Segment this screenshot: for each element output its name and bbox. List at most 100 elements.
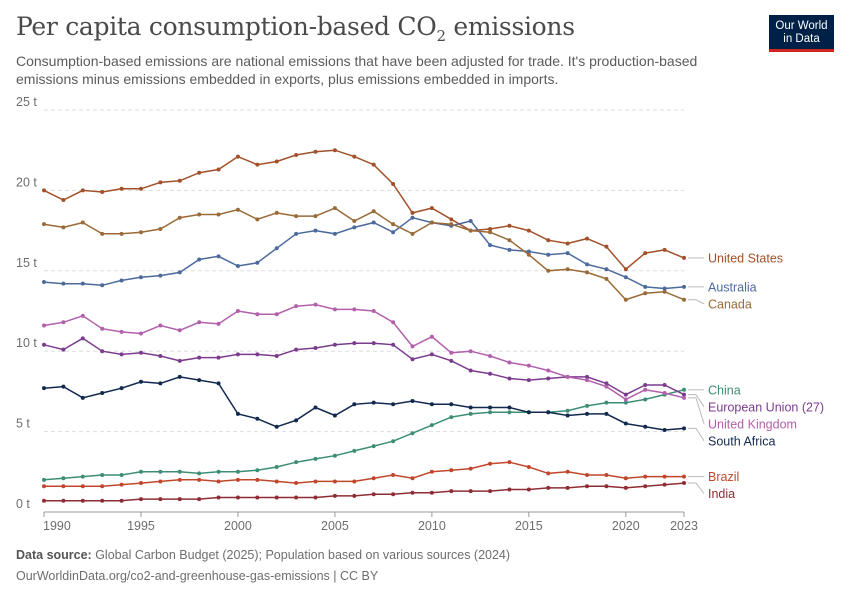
- data-point-united-states: [604, 244, 609, 249]
- data-point-european-union-27: [643, 382, 648, 387]
- data-point-south-africa: [61, 384, 66, 389]
- chart-subtitle: Consumption-based emissions are national…: [16, 53, 698, 87]
- data-point-european-union-27: [313, 345, 318, 350]
- data-point-india: [468, 489, 473, 494]
- data-point-united-states: [391, 181, 396, 186]
- data-point-south-africa: [604, 411, 609, 416]
- data-point-china: [255, 468, 260, 473]
- data-point-india: [546, 485, 551, 490]
- data-point-european-union-27: [546, 376, 551, 381]
- data-point-united-kingdom: [274, 312, 279, 317]
- data-point-south-africa: [294, 418, 299, 423]
- data-point-south-africa: [119, 386, 124, 391]
- label-connector: [688, 299, 705, 305]
- data-point-brazil: [468, 466, 473, 471]
- data-point-united-kingdom: [80, 313, 85, 318]
- data-point-china: [313, 456, 318, 461]
- data-point-united-states: [158, 180, 163, 185]
- data-point-china: [507, 410, 512, 415]
- data-point-united-kingdom: [313, 302, 318, 307]
- data-point-india: [138, 497, 143, 502]
- owid-logo[interactable]: Our World in Data: [769, 15, 834, 52]
- data-point-australia: [526, 249, 531, 254]
- data-point-united-states: [80, 188, 85, 193]
- data-point-australia: [332, 231, 337, 236]
- data-point-canada: [255, 217, 260, 222]
- data-point-united-states: [623, 267, 628, 272]
- data-point-european-union-27: [429, 352, 434, 357]
- data-point-united-kingdom: [255, 312, 260, 317]
- data-point-south-africa: [662, 427, 667, 432]
- data-point-united-states: [585, 236, 590, 241]
- data-point-canada: [468, 228, 473, 233]
- data-point-brazil: [429, 469, 434, 474]
- data-point-south-africa: [371, 400, 376, 405]
- data-point-european-union-27: [235, 352, 240, 357]
- line-chart: 0 t 5 t 10 t 15 t 20 t 25 t 1990 1995 2000 2005 20…: [16, 95, 824, 530]
- data-point-india: [294, 495, 299, 500]
- data-point-india: [42, 498, 46, 503]
- data-point-brazil: [410, 476, 415, 481]
- data-point-china: [391, 439, 396, 444]
- x-tick-label: 2000: [224, 519, 252, 530]
- data-point-brazil: [585, 473, 590, 478]
- data-point-united-states: [507, 223, 512, 228]
- data-point-south-africa: [585, 411, 590, 416]
- data-point-united-kingdom: [42, 323, 46, 328]
- data-point-united-kingdom: [468, 349, 473, 354]
- data-point-china: [565, 408, 570, 413]
- label-connector: [688, 427, 705, 442]
- data-point-south-africa: [313, 405, 318, 410]
- y-tick-label: 15 t: [16, 256, 37, 270]
- data-point-china: [119, 473, 124, 478]
- data-point-european-union-27: [488, 371, 493, 376]
- y-tick-label: 0 t: [16, 497, 30, 511]
- data-point-china: [100, 473, 105, 478]
- data-point-united-kingdom: [158, 323, 163, 328]
- series-line-south-africa: [43, 376, 685, 431]
- source-url[interactable]: OurWorldinData.org/co2-and-greenhouse-ga…: [16, 569, 379, 583]
- data-point-canada: [177, 215, 182, 220]
- data-point-united-states: [526, 228, 531, 233]
- data-point-brazil: [216, 479, 221, 484]
- data-point-united-kingdom: [585, 378, 590, 383]
- series-label-united-kingdom: United Kingdom: [708, 417, 797, 431]
- data-point-united-kingdom: [565, 374, 570, 379]
- data-point-brazil: [371, 476, 376, 481]
- data-point-united-kingdom: [294, 304, 299, 309]
- data-point-brazil: [197, 477, 202, 482]
- data-point-australia: [274, 246, 279, 251]
- data-point-european-union-27: [100, 349, 105, 354]
- data-point-australia: [100, 283, 105, 288]
- data-point-india: [682, 481, 686, 486]
- data-point-brazil: [526, 464, 531, 469]
- data-point-australia: [80, 281, 85, 286]
- data-point-united-states: [682, 255, 686, 260]
- data-point-south-africa: [682, 426, 686, 431]
- data-point-south-africa: [410, 399, 415, 404]
- data-point-australia: [546, 252, 551, 257]
- data-point-australia: [216, 254, 221, 259]
- data-point-united-states: [332, 148, 337, 153]
- data-point-south-africa: [643, 424, 648, 429]
- data-point-united-states: [546, 238, 551, 243]
- data-point-south-africa: [197, 378, 202, 383]
- data-point-european-union-27: [255, 352, 260, 357]
- data-point-european-union-27: [197, 355, 202, 360]
- data-point-european-union-27: [274, 354, 279, 359]
- data-point-european-union-27: [138, 350, 143, 355]
- data-point-canada: [449, 222, 454, 227]
- data-point-australia: [119, 278, 124, 283]
- data-point-brazil: [682, 474, 686, 479]
- series-line-united-kingdom: [43, 303, 685, 401]
- data-point-united-states: [565, 241, 570, 246]
- data-point-united-states: [100, 190, 105, 195]
- data-point-canada: [604, 276, 609, 281]
- x-tick-label: 2005: [321, 519, 349, 530]
- data-point-brazil: [488, 461, 493, 466]
- data-point-european-union-27: [352, 341, 357, 346]
- data-point-european-union-27: [585, 374, 590, 379]
- data-point-brazil: [235, 477, 240, 482]
- data-point-china: [449, 415, 454, 420]
- data-point-india: [604, 484, 609, 489]
